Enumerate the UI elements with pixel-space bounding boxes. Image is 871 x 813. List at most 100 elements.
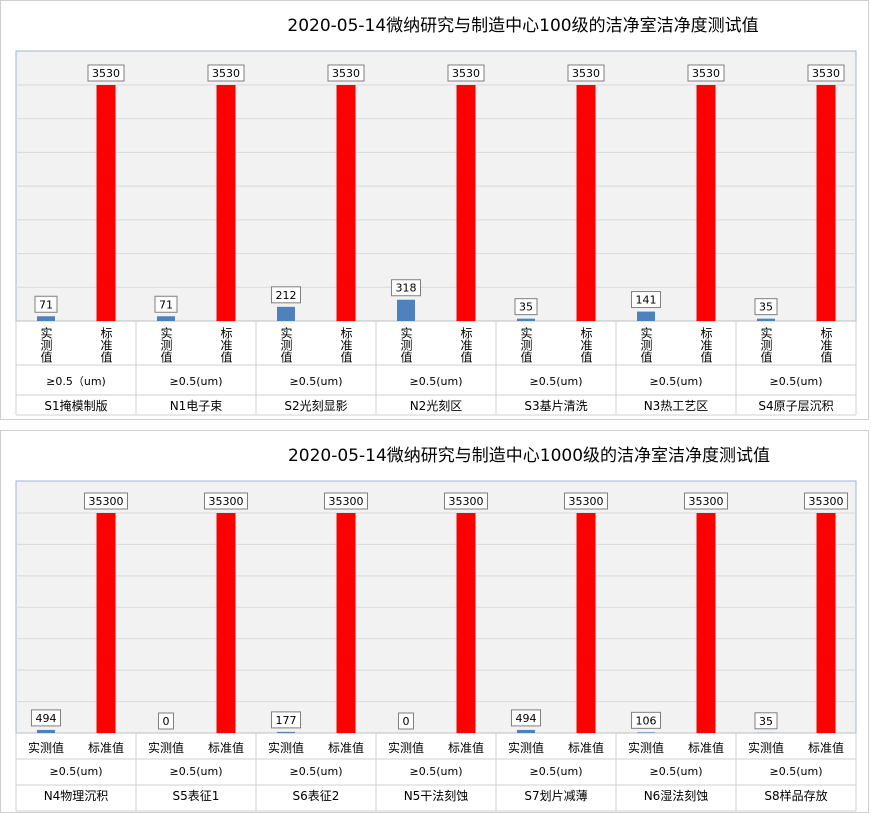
- bar-standard-3: [456, 85, 476, 321]
- room-name-label: N4物理沉积: [44, 789, 109, 803]
- series-label: 实测值: [519, 326, 533, 364]
- data-label: 71: [159, 298, 173, 311]
- data-label-box: [567, 64, 605, 82]
- bar-standard-4: [576, 513, 596, 733]
- series-label: 实测值: [508, 740, 544, 755]
- data-label: 3530: [452, 67, 480, 80]
- bar-standard-5: [696, 513, 716, 733]
- data-label-box: [754, 298, 778, 316]
- data-label: 3530: [212, 67, 240, 80]
- data-label: 0: [163, 715, 170, 728]
- bar-standard-1: [216, 85, 236, 321]
- room-name-label: S1掩模制版: [44, 399, 107, 413]
- data-label-box: [807, 64, 845, 82]
- room-name-label: S7划片减薄: [524, 788, 587, 803]
- data-label-box: [327, 64, 365, 82]
- series-label: 标准值: [339, 327, 353, 364]
- series-label: 标准值: [219, 327, 233, 364]
- data-label: 106: [636, 714, 657, 727]
- data-label-box: [84, 492, 128, 510]
- room-name-label: S2光刻显影: [284, 399, 347, 413]
- particle-size-label: ≥0.5(um): [170, 375, 223, 388]
- data-label: 35: [759, 301, 773, 314]
- bar-measured-6: [757, 318, 775, 321]
- data-label-box: [207, 64, 245, 82]
- data-label-box: [444, 492, 488, 510]
- bar-measured-2: [277, 731, 295, 733]
- chart-1000-class: 2020-05-14微纳研究与制造中心1000级的洁净室洁净度测试值 494 实测值…: [15, 446, 857, 812]
- data-label: 3530: [692, 67, 720, 80]
- chart-panel-1000: 2020-05-14微纳研究与制造中心1000级的洁净室洁净度测试值 494 实测值…: [0, 430, 869, 813]
- bar-measured-5: [637, 732, 655, 733]
- bar-measured-3: [397, 299, 415, 321]
- room-name-label: N2光刻区: [410, 399, 463, 413]
- bar-standard-2: [336, 85, 356, 321]
- room-name-label: N5干法刻蚀: [404, 789, 469, 803]
- series-label: 标准值: [699, 327, 713, 364]
- data-label: 3530: [332, 67, 360, 80]
- data-label-box: [87, 64, 125, 82]
- bar-measured-4: [517, 729, 535, 733]
- bar-standard-5: [696, 85, 716, 321]
- series-label: 实测值: [748, 740, 784, 755]
- data-label-box: [564, 492, 608, 510]
- series-label: 标准值: [328, 740, 364, 755]
- data-label: 494: [36, 712, 57, 725]
- data-label: 3530: [92, 67, 120, 80]
- data-label: 71: [39, 298, 53, 311]
- particle-size-label: ≥0.5(um): [290, 375, 343, 388]
- series-label: 实测值: [268, 740, 304, 755]
- chart-title: 2020-05-14微纳研究与制造中心1000级的洁净室洁净度测试值: [288, 446, 770, 466]
- bar-standard-0: [96, 513, 116, 733]
- bar-standard-4: [576, 85, 596, 321]
- bar-standard-1: [216, 513, 236, 733]
- data-label: 35: [519, 301, 533, 314]
- series-label: 标准值: [208, 740, 244, 755]
- bar-standard-6: [816, 513, 836, 733]
- particle-size-label: ≥0.5(um): [170, 765, 223, 778]
- data-label: 3530: [812, 67, 840, 80]
- data-label-box: [204, 492, 248, 510]
- data-label: 35300: [209, 495, 244, 508]
- bar-measured-0: [37, 316, 55, 321]
- data-label: 35300: [89, 495, 124, 508]
- series-label: 实测值: [159, 326, 173, 364]
- data-label-box: [804, 492, 848, 510]
- bar-measured-2: [277, 306, 295, 321]
- data-label-box: [271, 286, 301, 304]
- particle-size-label: ≥0.5(um): [530, 765, 583, 778]
- data-label-box: [511, 709, 541, 727]
- bar-measured-5: [637, 311, 655, 321]
- series-label: 标准值: [819, 327, 833, 364]
- data-label-box: [34, 295, 58, 313]
- data-label-box: [154, 295, 178, 313]
- series-label: 标准值: [688, 740, 724, 755]
- data-label-box: [31, 709, 61, 727]
- data-label-box: [398, 712, 414, 730]
- series-label: 实测值: [399, 326, 413, 364]
- particle-size-label: ≥0.5(um): [410, 375, 463, 388]
- particle-size-label: ≥0.5(um): [650, 765, 703, 778]
- data-label-box: [754, 712, 778, 730]
- bar-measured-0: [37, 729, 55, 733]
- data-label-box: [514, 298, 538, 316]
- room-name-label: N3热工艺区: [644, 399, 709, 413]
- data-label-box: [447, 64, 485, 82]
- data-label-box: [687, 64, 725, 82]
- series-label: 实测值: [388, 740, 424, 755]
- data-label-box: [324, 492, 368, 510]
- data-label-box: [631, 291, 661, 309]
- particle-size-label: ≥0.5（um): [46, 375, 106, 388]
- data-label: 0: [403, 715, 410, 728]
- particle-size-label: ≥0.5(um): [530, 375, 583, 388]
- data-label-box: [631, 711, 661, 729]
- room-name-label: S5表征1: [173, 789, 220, 803]
- series-label: 实测值: [628, 740, 664, 755]
- data-label: 177: [276, 714, 297, 727]
- room-name-label: S4原子层沉积: [758, 399, 833, 413]
- series-label: 标准值: [579, 327, 593, 364]
- data-label: 212: [276, 289, 297, 302]
- series-label: 实测值: [39, 326, 53, 364]
- particle-size-label: ≥0.5(um): [50, 765, 103, 778]
- series-label: 实测值: [279, 326, 293, 364]
